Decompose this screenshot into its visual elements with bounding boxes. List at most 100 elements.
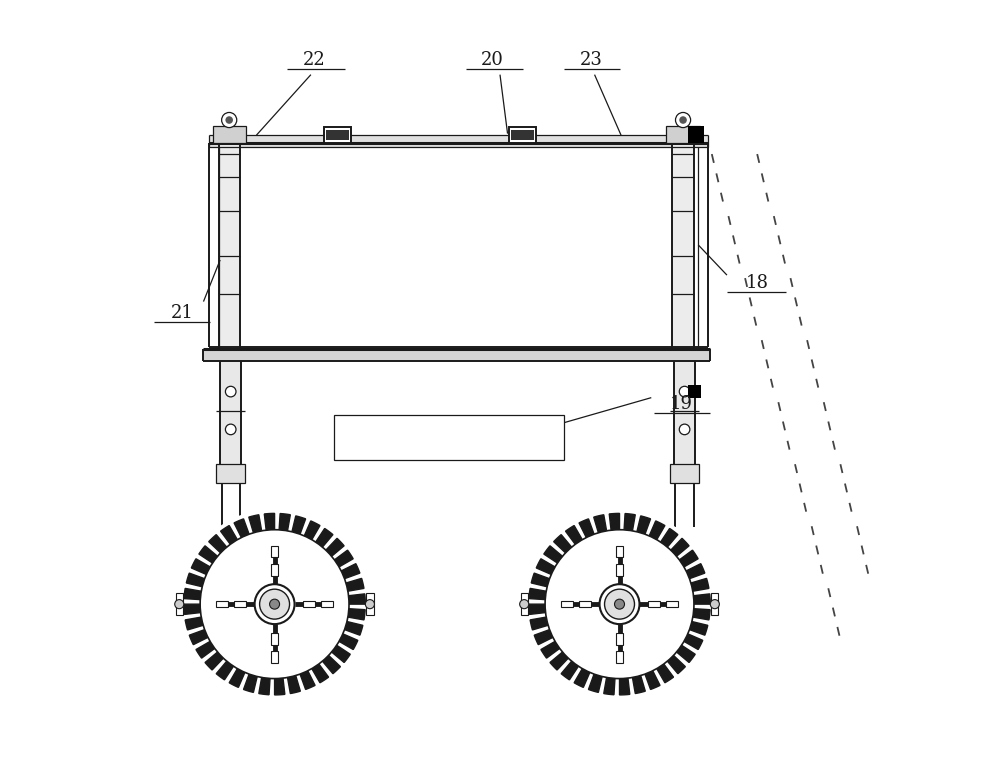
Circle shape [225, 386, 236, 397]
Bar [176, 593, 183, 616]
Polygon shape [645, 671, 660, 690]
Polygon shape [279, 514, 290, 531]
Text: 21: 21 [171, 304, 194, 322]
Polygon shape [667, 655, 685, 674]
Bar [616, 564, 623, 575]
Text: 19: 19 [670, 395, 693, 413]
Polygon shape [300, 671, 315, 690]
Bar [326, 130, 349, 140]
Polygon shape [184, 604, 201, 614]
Bar [219, 142, 240, 349]
Polygon shape [657, 664, 674, 683]
Polygon shape [579, 519, 594, 537]
Polygon shape [205, 652, 223, 670]
Polygon shape [326, 538, 344, 556]
Bar [234, 601, 246, 607]
Circle shape [260, 589, 290, 620]
Bar [220, 361, 241, 468]
Bar [670, 464, 699, 483]
Polygon shape [349, 594, 365, 604]
Circle shape [524, 509, 715, 700]
Polygon shape [334, 550, 353, 567]
Polygon shape [689, 622, 708, 636]
Bar [366, 593, 374, 616]
Polygon shape [199, 546, 218, 563]
Bar [521, 593, 528, 616]
Bar [216, 601, 228, 607]
Polygon shape [229, 668, 245, 687]
Circle shape [615, 599, 625, 609]
Polygon shape [264, 514, 275, 530]
Bar [213, 126, 246, 142]
Polygon shape [684, 634, 703, 649]
Circle shape [675, 113, 691, 127]
Polygon shape [191, 559, 210, 575]
Polygon shape [292, 516, 306, 534]
Circle shape [225, 117, 233, 123]
Circle shape [365, 600, 374, 609]
Bar [271, 546, 278, 557]
Polygon shape [196, 642, 215, 658]
Circle shape [605, 589, 634, 620]
Circle shape [600, 584, 639, 624]
Polygon shape [550, 652, 568, 670]
Bar [561, 601, 573, 607]
Polygon shape [185, 617, 203, 630]
Polygon shape [209, 535, 227, 553]
Polygon shape [348, 609, 365, 620]
Polygon shape [530, 617, 548, 630]
Polygon shape [604, 677, 615, 695]
Polygon shape [345, 622, 363, 636]
Bar [271, 632, 278, 645]
Bar [616, 632, 623, 645]
Polygon shape [304, 521, 320, 539]
Circle shape [175, 600, 184, 609]
Bar [648, 601, 660, 607]
Circle shape [679, 424, 690, 434]
Polygon shape [693, 609, 710, 620]
Circle shape [200, 530, 349, 679]
Circle shape [270, 599, 280, 609]
Polygon shape [693, 594, 710, 604]
Polygon shape [529, 588, 546, 600]
Polygon shape [541, 642, 560, 658]
Polygon shape [554, 535, 572, 553]
Bar [711, 593, 718, 616]
Polygon shape [677, 645, 695, 662]
Circle shape [545, 530, 694, 679]
Bar [271, 651, 278, 663]
Polygon shape [249, 515, 262, 533]
Polygon shape [632, 676, 645, 693]
Bar [303, 601, 315, 607]
Polygon shape [244, 674, 257, 693]
Bar [509, 126, 536, 143]
Bar [666, 126, 700, 142]
Polygon shape [574, 668, 590, 687]
Bar [616, 546, 623, 557]
Bar [511, 130, 534, 140]
Bar [334, 415, 564, 460]
Text: 18: 18 [746, 274, 769, 292]
Polygon shape [288, 676, 300, 693]
Circle shape [225, 424, 236, 434]
Bar [203, 349, 710, 361]
Polygon shape [637, 516, 651, 534]
Polygon shape [332, 645, 350, 662]
Circle shape [179, 509, 370, 700]
Bar [674, 361, 695, 468]
Polygon shape [544, 546, 562, 563]
Polygon shape [189, 629, 208, 645]
Polygon shape [259, 677, 270, 695]
Polygon shape [566, 526, 582, 544]
Bar [688, 126, 704, 142]
Polygon shape [588, 674, 602, 693]
Polygon shape [609, 514, 620, 530]
Polygon shape [691, 578, 709, 591]
Polygon shape [341, 564, 360, 578]
Polygon shape [312, 664, 329, 683]
Polygon shape [275, 678, 285, 695]
Circle shape [710, 600, 719, 609]
Text: 22: 22 [303, 50, 326, 69]
Circle shape [679, 386, 690, 397]
Bar [216, 464, 245, 483]
